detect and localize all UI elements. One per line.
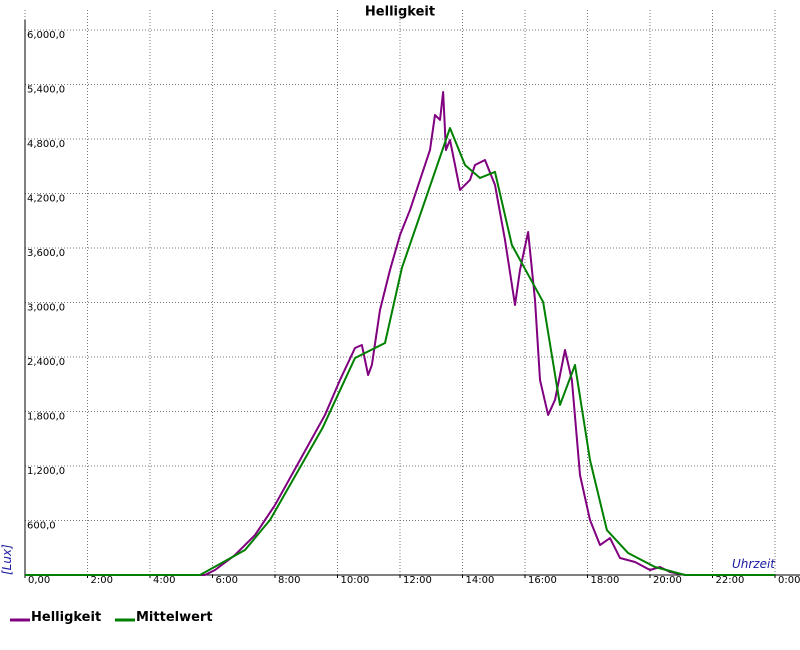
x-tick-label: 0:00 [778, 575, 800, 586]
line-series [25, 127, 775, 576]
x-tick-label: 18:00 [591, 575, 620, 586]
y-tick-label: 1,200,0 [27, 466, 65, 477]
y-tick-label: 5,400,0 [27, 85, 65, 96]
x-tick-label: 8:00 [278, 575, 300, 586]
legend-text: Helligkeit [31, 610, 101, 625]
chart-title: Helligkeit [365, 5, 435, 20]
x-tick-label: 20:00 [653, 575, 682, 586]
legend-text: Mittelwert [136, 610, 213, 625]
x-tick-label: 22:00 [716, 575, 745, 586]
x-tick-label: 16:00 [528, 575, 557, 586]
x-axis-label: Uhrzeit [732, 557, 776, 571]
y-tick-label: 1,800,0 [27, 412, 65, 423]
y-tick-label: 3,600,0 [27, 248, 65, 259]
line-series [25, 90, 775, 576]
y-tick-label: 2,400,0 [27, 357, 65, 368]
x-tick-label: 6:00 [216, 575, 238, 586]
x-tick-label: 2:00 [91, 575, 113, 586]
y-tick-label: 6,000,0 [27, 30, 65, 41]
y-tick-label: 4,200,0 [27, 194, 65, 205]
y-tick-label: 600,0 [27, 521, 56, 532]
x-tick-label: 0,00 [28, 575, 50, 586]
x-tick-label: 4:00 [153, 575, 175, 586]
y-tick-label: 4,800,0 [27, 139, 65, 150]
x-tick-label: 10:00 [341, 575, 370, 586]
y-tick-label: 3,000,0 [27, 303, 65, 314]
x-tick-label: 12:00 [403, 575, 432, 586]
x-tick-label: 14:00 [466, 575, 495, 586]
y-axis-label: [Lux] [0, 544, 14, 575]
